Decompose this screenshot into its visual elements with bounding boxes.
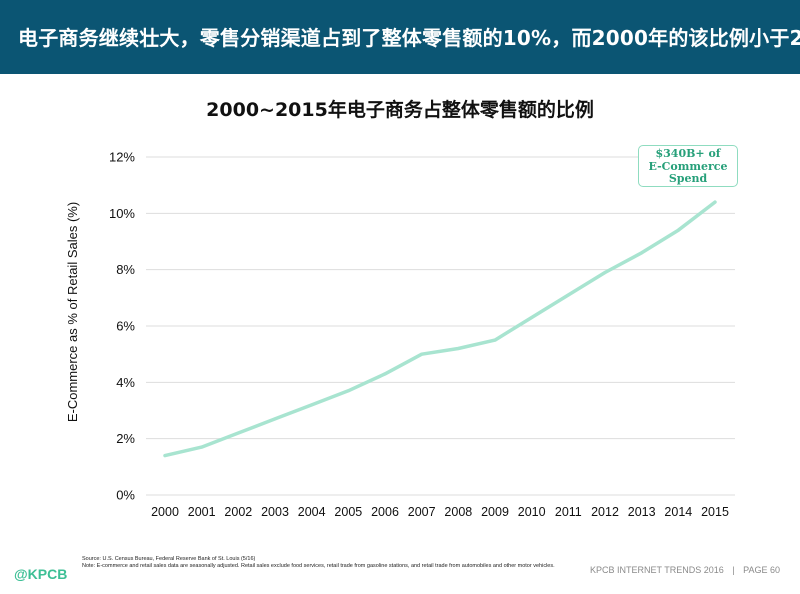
x-tick-label: 2002 [224, 505, 252, 519]
report-name: KPCB INTERNET TRENDS 2016 [590, 565, 724, 575]
x-tick-label: 2011 [555, 505, 582, 519]
data-point [566, 293, 570, 297]
data-point [200, 445, 204, 449]
data-point [383, 372, 387, 376]
x-tick-label: 2006 [371, 505, 399, 519]
x-tick-label: 2013 [628, 505, 656, 519]
data-point [640, 251, 644, 255]
x-tick-label: 2001 [188, 505, 216, 519]
data-point [713, 200, 717, 204]
x-tick-label: 2007 [408, 505, 436, 519]
x-tick-label: 2014 [664, 505, 692, 519]
y-tick-label: 6% [116, 319, 135, 334]
data-point [346, 389, 350, 393]
y-axis-label: E-Commerce as % of Retail Sales (%) [65, 202, 80, 422]
data-point [456, 347, 460, 351]
chart-title: 2000~2015年电子商务占整体零售额的比例 [206, 99, 594, 121]
spend-callout: $340B+ of E-Commerce Spend [638, 145, 738, 187]
callout-line-1: $340B+ of [655, 147, 721, 160]
slide-title: 电子商务继续壮大，零售分销渠道占到了整体零售额的10%，而2000年的该比例小于… [18, 26, 800, 50]
y-tick-label: 12% [109, 150, 135, 165]
data-point [420, 352, 424, 356]
footer-separator: | [732, 565, 735, 575]
callout-line-3: Spend [668, 172, 708, 185]
x-tick-label: 2009 [481, 505, 509, 519]
kpcb-logo: @KPCB [14, 566, 68, 582]
data-points [163, 200, 717, 458]
y-tick-label: 0% [116, 488, 135, 503]
y-tick-label: 4% [116, 375, 135, 390]
x-tick-label: 2003 [261, 505, 289, 519]
data-point [236, 431, 240, 435]
x-tick-label: 2004 [298, 505, 326, 519]
page-number: PAGE 60 [743, 565, 780, 575]
y-tick-label: 10% [109, 206, 135, 221]
x-tick-label: 2010 [518, 505, 546, 519]
x-axis-ticks: 2000 2001 2002 2003 2004 2005 2006 2007 2008 2009… [151, 505, 729, 519]
data-point [163, 454, 167, 458]
x-tick-label: 2005 [334, 505, 362, 519]
data-point [676, 228, 680, 232]
callout-line-2: E-Commerce [648, 159, 728, 173]
source-line: Source: U.S. Census Bureau, Federal Rese… [82, 556, 256, 562]
footer: KPCB INTERNET TRENDS 2016 | PAGE 60 [590, 565, 780, 575]
title-banner: 电子商务继续壮大，零售分销渠道占到了整体零售额的10%，而2000年的该比例小于… [0, 0, 800, 74]
x-tick-label: 2008 [444, 505, 472, 519]
data-point [310, 403, 314, 407]
series-line [163, 200, 717, 458]
source-note: Source: U.S. Census Bureau, Federal Rese… [82, 556, 555, 569]
y-tick-label: 2% [116, 431, 135, 446]
x-tick-label: 2015 [701, 505, 729, 519]
data-point [493, 338, 497, 342]
y-tick-label: 8% [116, 262, 135, 277]
data-point [273, 417, 277, 421]
x-tick-label: 2000 [151, 505, 179, 519]
x-tick-label: 2012 [591, 505, 619, 519]
y-axis-ticks: 0% 2% 4% 6% 8% 10% 12% [109, 150, 135, 503]
grid-lines [146, 156, 735, 496]
data-point [603, 270, 607, 274]
data-point [530, 316, 534, 320]
note-line: Note: E-commerce and retail sales data a… [82, 562, 555, 569]
